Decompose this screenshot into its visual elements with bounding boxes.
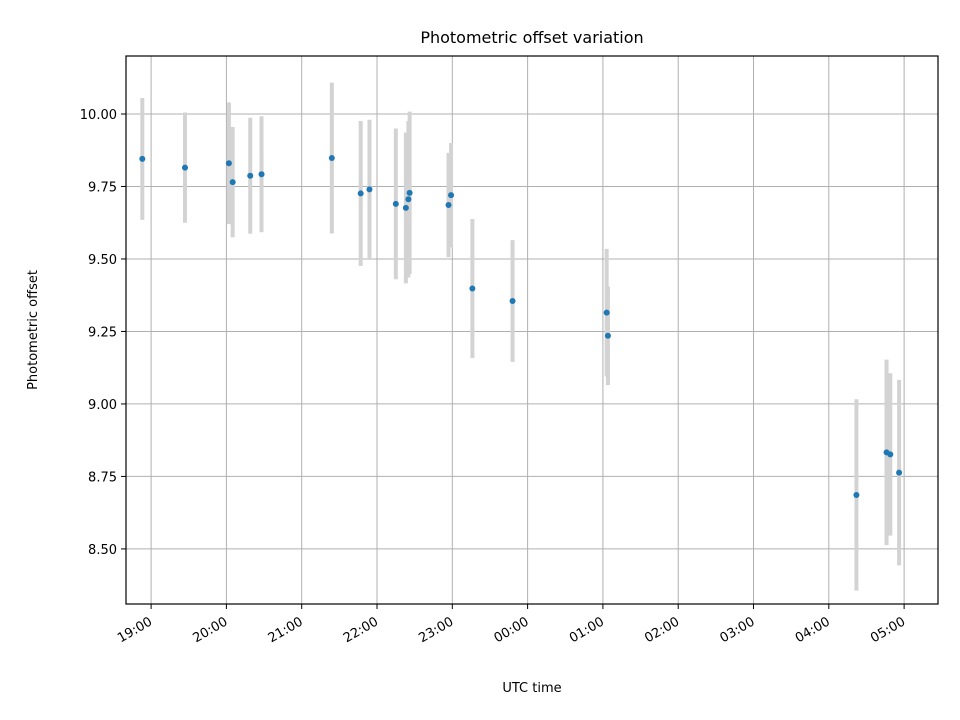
data-point (887, 451, 894, 458)
data-point (229, 179, 236, 186)
plot-frame (125, 55, 939, 605)
data-point (139, 155, 146, 162)
data-point (896, 469, 903, 476)
chart-title: Photometric offset variation (420, 28, 643, 47)
data-points (139, 155, 903, 498)
data-point (469, 285, 476, 292)
data-point (328, 155, 335, 162)
data-point (509, 298, 516, 305)
y-tick-label: 9.25 (88, 325, 117, 340)
data-point (247, 172, 254, 179)
data-point (604, 332, 611, 339)
data-point (853, 491, 860, 498)
data-point (181, 164, 188, 171)
y-axis-ticks: 8.50 8.75 9.00 9.25 9.50 9.75 10.00 (80, 108, 126, 558)
data-point (445, 202, 452, 209)
data-point (392, 200, 399, 207)
data-point (225, 160, 232, 167)
y-tick-label: 8.50 (88, 543, 117, 558)
data-point (406, 189, 413, 196)
data-point (366, 186, 373, 193)
y-tick-label: 9.50 (88, 253, 117, 268)
y-tick-label: 9.00 (88, 398, 117, 413)
y-axis-label: Photometric offset (26, 270, 41, 390)
x-axis-label: UTC time (502, 681, 561, 696)
data-point (402, 204, 409, 211)
data-point (448, 192, 455, 199)
data-point (258, 171, 265, 178)
data-point (357, 190, 364, 197)
y-tick-label: 8.75 (88, 470, 117, 485)
grid (126, 56, 938, 604)
y-tick-label: 9.75 (88, 180, 117, 195)
data-point (603, 309, 610, 316)
data-point (405, 196, 412, 203)
y-tick-label: 10.00 (80, 108, 117, 123)
